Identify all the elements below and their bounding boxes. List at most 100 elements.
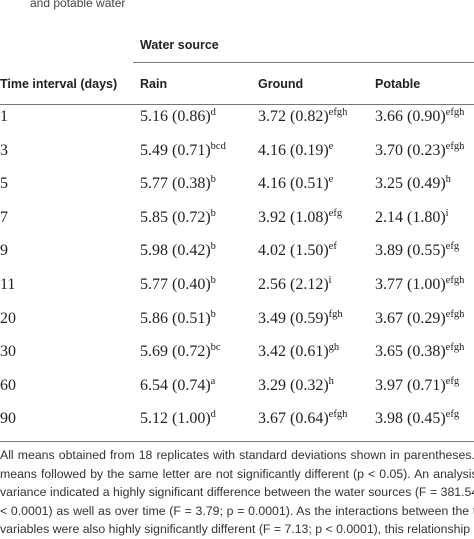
cell-value: 3.42 (0.61) [258, 343, 329, 361]
cell-value: 5.77 (0.38) [140, 175, 211, 193]
cell: 3.70 (0.23)efgh [375, 140, 465, 160]
cell-value: 3.92 (1.08) [258, 208, 329, 226]
cell-value: 6.54 (0.74) [140, 376, 211, 394]
cell-value: 3.67 (0.64) [258, 410, 329, 428]
significance-letter: b [210, 275, 216, 286]
cell: 3.67 (0.64)efgh [258, 410, 347, 428]
cell-value: 2.56 (2.12) [258, 276, 329, 293]
cell-value: 5.77 (0.40) [140, 276, 211, 293]
cell-value: 3.98 (0.45) [375, 410, 446, 428]
cell: 3.67 (0.29)efgh [375, 308, 465, 328]
row-label: 9 [0, 242, 8, 260]
cell: 5.85 (0.72)b [140, 207, 216, 227]
rule [133, 62, 474, 63]
significance-letter: efg [445, 241, 460, 253]
significance-letter: gh [328, 342, 340, 354]
rule [0, 104, 474, 105]
cell: 3.72 (0.82)efgh [258, 107, 348, 126]
cell: 4.16 (0.19)e [258, 141, 333, 160]
significance-letter: a [210, 375, 216, 387]
column-header: Potable [375, 77, 421, 91]
row-label: 60 [0, 376, 16, 394]
cell-value: 5.85 (0.72) [140, 208, 211, 226]
cell: 5.86 (0.51)b [140, 308, 216, 328]
column-header: Time interval (days) [0, 77, 118, 91]
cell: 5.77 (0.40)b [140, 275, 216, 294]
significance-letter: efgh [445, 140, 465, 152]
cell-value: 3.66 (0.90) [375, 108, 446, 125]
significance-letter: d [210, 107, 216, 118]
cell-value: 3.67 (0.29) [375, 309, 446, 327]
significance-letter: fgh [328, 308, 343, 320]
significance-letter: bc [210, 342, 221, 354]
cell-value: 4.16 (0.19) [258, 141, 329, 159]
cell-value: 3.72 (0.82) [258, 108, 329, 125]
significance-letter: efgh [445, 275, 465, 286]
row-label: 1 [0, 108, 8, 125]
row-label: 30 [0, 343, 16, 361]
significance-letter: efg [445, 409, 460, 421]
cell: 3.89 (0.55)efg [375, 242, 459, 260]
cell-value: 4.02 (1.50) [258, 242, 329, 260]
cell: 3.77 (1.00)efgh [375, 275, 465, 294]
significance-letter: ef [328, 241, 337, 253]
row-label: 7 [0, 208, 8, 226]
footnote: All means obtained from 18 replicates wi… [0, 448, 474, 536]
cell: 5.16 (0.86)d [140, 107, 216, 126]
group-header: Water source [140, 38, 219, 52]
cell: 5.12 (1.00)d [140, 410, 216, 428]
cell-value: 5.16 (0.86) [140, 108, 211, 125]
cell: 3.49 (0.59)fgh [258, 308, 343, 328]
cell: 5.98 (0.42)b [140, 242, 216, 260]
significance-letter: d [210, 409, 216, 421]
column-header: Ground [258, 77, 304, 91]
cell-value: 3.89 (0.55) [375, 242, 446, 260]
cell-value: 5.98 (0.42) [140, 242, 211, 260]
cell: 3.66 (0.90)efgh [375, 107, 464, 126]
rule [0, 441, 474, 442]
significance-letter: h [445, 174, 451, 186]
significance-letter: b [210, 308, 216, 320]
column-header: Rain [140, 77, 168, 91]
significance-letter: efg [328, 207, 343, 219]
cell: 3.92 (1.08)efg [258, 207, 343, 227]
row-label: 3 [0, 141, 8, 159]
significance-letter: efgh [328, 107, 348, 118]
cell-value: 3.97 (0.71) [375, 376, 446, 394]
cell-value: 3.25 (0.49) [375, 175, 446, 193]
cell: 3.97 (0.71)efg [375, 375, 460, 395]
significance-letter: efgh [445, 308, 465, 320]
cell: 4.16 (0.51)e [258, 174, 334, 193]
significance-letter: e [328, 174, 334, 186]
cell-value: 3.49 (0.59) [258, 309, 329, 327]
cell-value: 3.77 (1.00) [375, 276, 446, 293]
row-label: 20 [0, 309, 16, 327]
cell-value: 2.14 (1.80) [375, 208, 446, 226]
significance-letter: efgh [328, 409, 348, 421]
cell: 6.54 (0.74)a [140, 375, 216, 395]
significance-letter: h [328, 375, 334, 387]
cell-value: 3.29 (0.32) [258, 376, 329, 394]
significance-letter: efg [445, 375, 460, 387]
significance-letter: b [210, 207, 216, 219]
cell-value: 4.16 (0.51) [258, 175, 329, 193]
cell: 3.42 (0.61)gh [258, 342, 340, 361]
cell: 4.02 (1.50)ef [258, 242, 337, 260]
cell: 2.56 (2.12)i [258, 275, 332, 294]
cell: 3.25 (0.49)h [375, 174, 451, 193]
cell-value: 5.49 (0.71) [140, 141, 211, 159]
cell: 5.77 (0.38)b [140, 174, 216, 193]
significance-letter: b [210, 174, 216, 186]
row-label: 5 [0, 175, 8, 193]
cell-value: 5.69 (0.72) [140, 343, 211, 361]
significance-letter: bcd [210, 140, 226, 152]
cell: 5.49 (0.71)bcd [140, 140, 226, 160]
row-label: 11 [0, 276, 16, 293]
cell: 5.69 (0.72)bc [140, 342, 221, 361]
row-label: 90 [0, 410, 16, 428]
significance-letter: efgh [445, 342, 465, 354]
significance-letter: i [445, 207, 449, 219]
cell: 3.65 (0.38)efgh [375, 342, 465, 361]
cell-value: 5.12 (1.00) [140, 410, 211, 428]
cell-value: 3.65 (0.38) [375, 343, 446, 361]
